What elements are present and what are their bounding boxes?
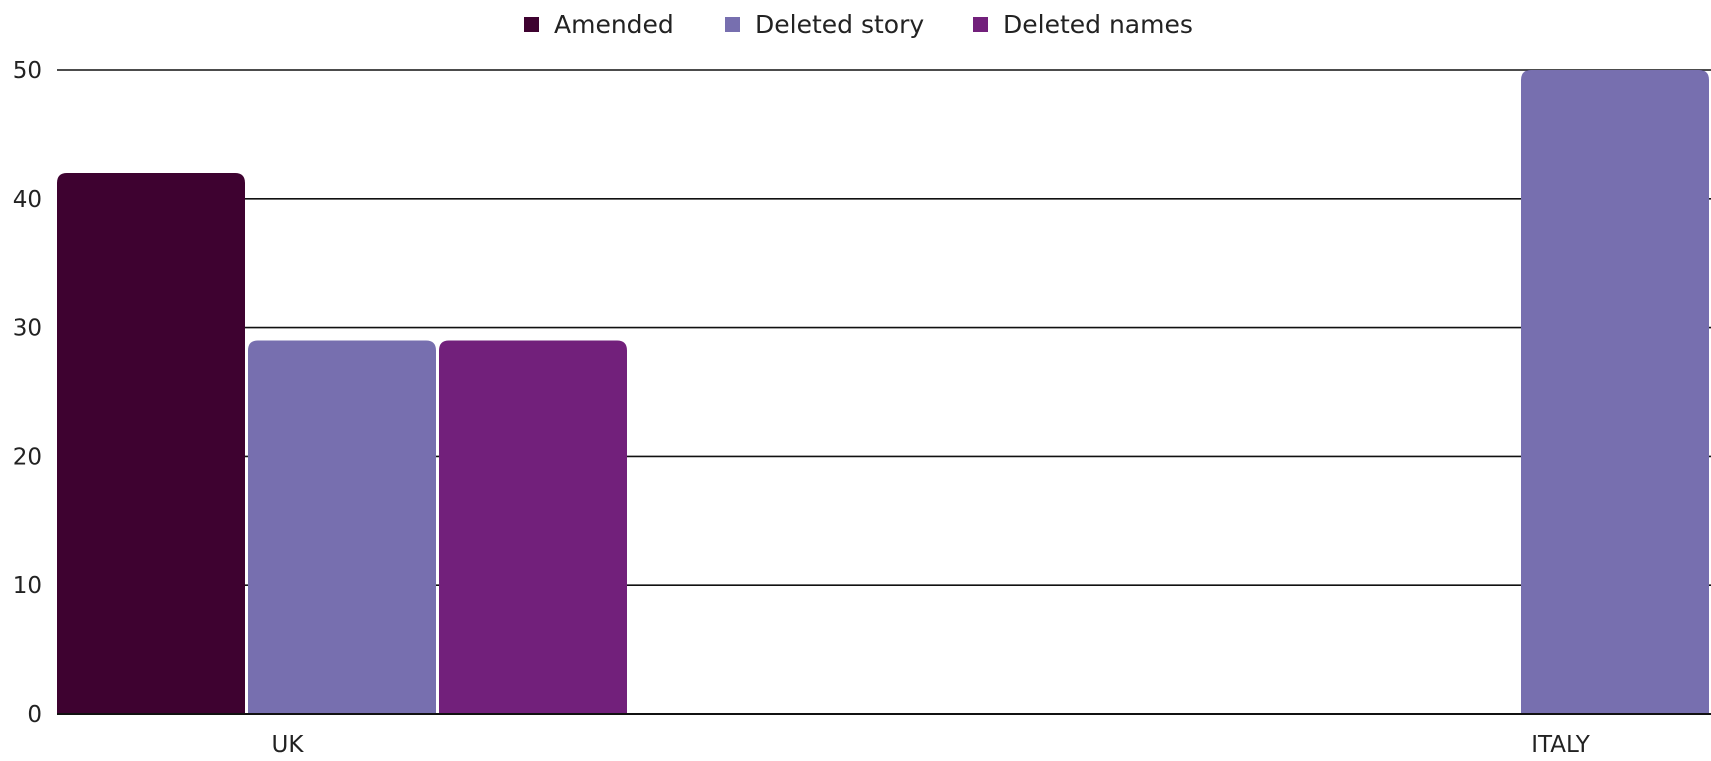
y-tick-label: 50 — [13, 58, 42, 84]
legend-label: Deleted names — [1003, 10, 1193, 39]
bar-uk-deleted-names — [439, 340, 627, 714]
bars — [57, 70, 1709, 715]
y-tick-label: 20 — [13, 444, 42, 470]
legend-swatch — [973, 17, 988, 32]
legend-label: Amended — [554, 10, 674, 39]
x-axis-category-labels: UK ITALY — [272, 732, 1591, 758]
y-tick-label: 40 — [13, 187, 42, 213]
legend-label: Deleted story — [755, 10, 924, 39]
y-axis-tick-labels: 0 10 20 30 40 50 — [13, 58, 42, 728]
legend-swatch — [524, 17, 539, 32]
legend-swatch — [725, 17, 740, 32]
y-tick-label: 0 — [27, 702, 42, 728]
legend: Amended Deleted story Deleted names — [524, 10, 1193, 39]
bar-uk-amended — [57, 173, 245, 715]
y-tick-label: 10 — [13, 573, 42, 599]
bar-uk-deleted-story — [248, 340, 436, 714]
y-tick-label: 30 — [13, 316, 42, 342]
x-category-label: ITALY — [1531, 732, 1591, 758]
bar-italy-deleted-story — [1521, 70, 1709, 714]
x-category-label: UK — [272, 732, 305, 758]
